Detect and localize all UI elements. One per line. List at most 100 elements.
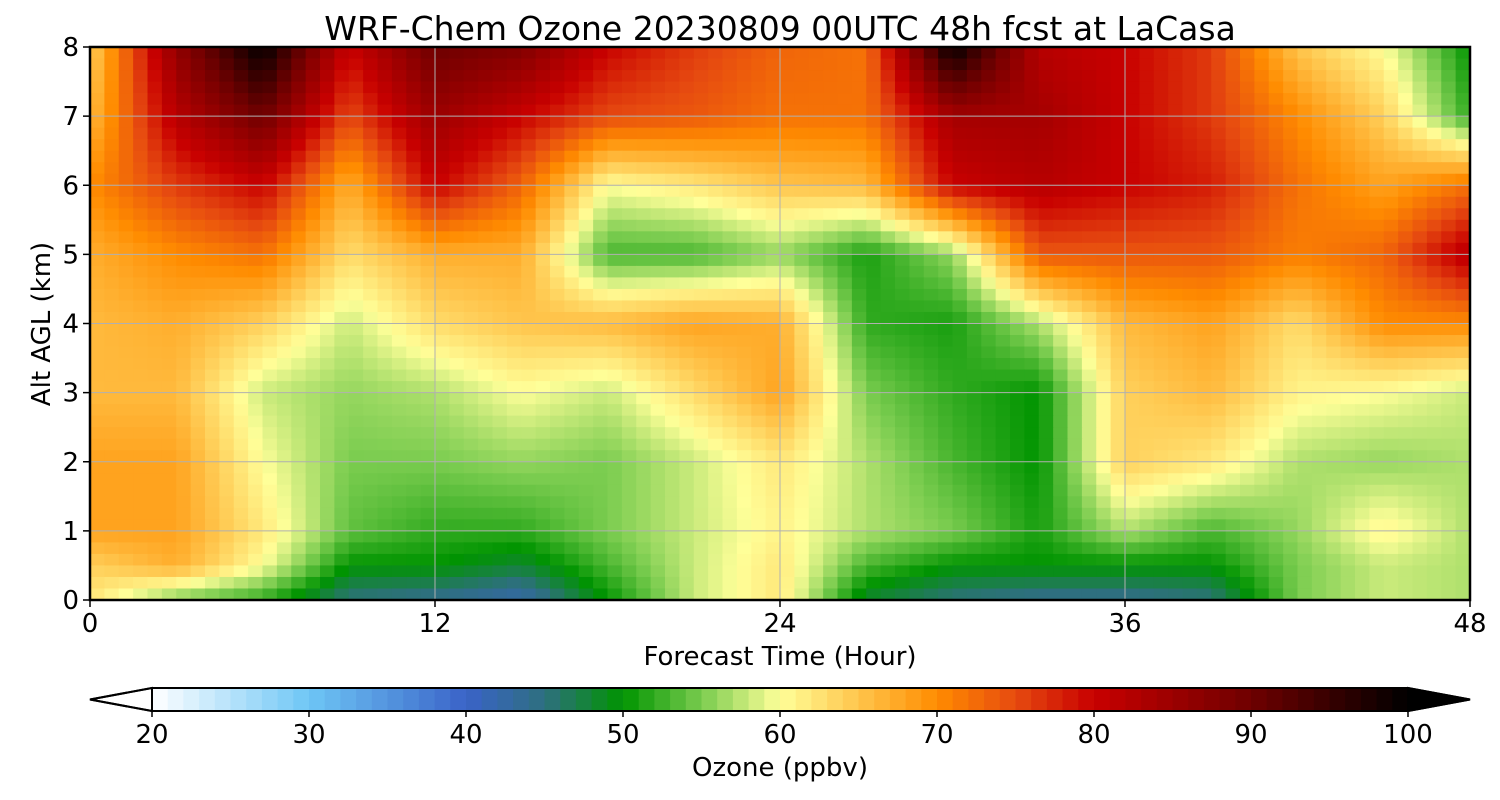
heatmap-cell	[1067, 242, 1083, 255]
heatmap-cell	[104, 93, 120, 106]
heatmap-cell	[851, 219, 867, 232]
heatmap-cell	[521, 47, 537, 60]
heatmap-cell	[1412, 70, 1428, 83]
heatmap-cell	[1153, 196, 1169, 209]
heatmap-cell	[808, 507, 824, 520]
heatmap-cell	[535, 127, 551, 140]
heatmap-cell	[765, 588, 781, 601]
heatmap-cell	[1355, 565, 1370, 578]
heatmap-cell	[449, 208, 465, 221]
heatmap-cell	[463, 173, 479, 186]
heatmap-cell	[1254, 438, 1270, 451]
heatmap-cell	[722, 450, 738, 463]
heatmap-cell	[406, 265, 422, 279]
heatmap-cell	[708, 162, 724, 175]
heatmap-cell	[1225, 254, 1241, 267]
heatmap-cell	[952, 530, 968, 543]
heatmap-cell	[1283, 484, 1299, 497]
heatmap-cell	[449, 219, 465, 232]
heatmap-cell	[593, 70, 609, 83]
heatmap-cell	[219, 162, 235, 175]
heatmap-cell	[679, 277, 695, 290]
heatmap-cell	[291, 219, 307, 232]
heatmap-cell	[435, 173, 450, 186]
heatmap-cell	[363, 185, 379, 198]
heatmap-cell	[1369, 265, 1385, 279]
heatmap-cell	[506, 150, 522, 163]
heatmap-cell	[377, 346, 393, 359]
heatmap-cell	[938, 369, 954, 382]
heatmap-cell	[578, 404, 594, 417]
heatmap-cell	[1297, 553, 1313, 567]
heatmap-cell	[1283, 553, 1299, 567]
heatmap-cell	[679, 47, 695, 60]
heatmap-cell	[133, 381, 149, 394]
heatmap-cell	[722, 300, 738, 313]
heatmap-cell	[391, 323, 407, 336]
heatmap-cell	[219, 438, 235, 451]
heatmap-cell	[420, 208, 436, 221]
heatmap-cell	[1067, 542, 1083, 555]
heatmap-cell	[1412, 438, 1428, 451]
heatmap-cell	[104, 427, 120, 440]
heatmap-cell	[593, 254, 609, 267]
heatmap-cell	[679, 219, 695, 232]
heatmap-cell	[765, 438, 781, 451]
heatmap-cell	[607, 93, 623, 106]
heatmap-cell	[363, 162, 379, 175]
heatmap-cell	[190, 588, 206, 601]
heatmap-cell	[780, 231, 795, 244]
heatmap-cell	[1441, 588, 1457, 601]
heatmap-cell	[550, 496, 565, 509]
heatmap-cell	[1297, 196, 1313, 209]
heatmap-cell	[808, 150, 824, 163]
heatmap-cell	[262, 254, 278, 267]
heatmap-cell	[478, 323, 494, 336]
heatmap-cell	[1196, 565, 1212, 578]
heatmap-cell	[1412, 47, 1428, 60]
heatmap-cell	[478, 116, 494, 129]
heatmap-cell	[1455, 127, 1471, 140]
heatmap-cell	[1426, 242, 1442, 255]
heatmap-cell	[837, 507, 853, 520]
colorbar-segment	[591, 688, 608, 711]
heatmap-cell	[1441, 93, 1457, 106]
heatmap-cell	[435, 404, 450, 417]
heatmap-cell	[621, 47, 637, 60]
heatmap-cell	[866, 139, 882, 152]
heatmap-cell	[161, 150, 177, 163]
heatmap-cell	[435, 576, 450, 590]
heatmap-cell	[952, 173, 968, 186]
heatmap-cell	[751, 300, 767, 313]
heatmap-cell	[1139, 415, 1155, 428]
heatmap-cell	[1096, 254, 1112, 267]
heatmap-cell	[1383, 300, 1399, 313]
heatmap-cell	[133, 507, 149, 520]
heatmap-cell	[1455, 93, 1471, 106]
heatmap-cell	[478, 70, 494, 83]
heatmap-cell	[722, 150, 738, 163]
heatmap-cell	[1426, 116, 1442, 129]
heatmap-cell	[564, 381, 580, 394]
heatmap-cell	[1369, 565, 1385, 578]
heatmap-cell	[1110, 47, 1126, 60]
heatmap-cell	[1139, 369, 1155, 382]
heatmap-cell	[492, 346, 508, 359]
heatmap-cell	[1426, 576, 1442, 590]
heatmap-cell	[1426, 346, 1442, 359]
heatmap-cell	[578, 335, 594, 348]
heatmap-cell	[492, 588, 508, 601]
heatmap-cell	[880, 93, 896, 106]
heatmap-cell	[794, 70, 810, 83]
heatmap-cell	[334, 93, 350, 106]
heatmap-cell	[406, 542, 422, 555]
heatmap-cell	[708, 70, 724, 83]
heatmap-cell	[1441, 530, 1457, 543]
heatmap-cell	[722, 496, 738, 509]
heatmap-cell	[1024, 104, 1040, 117]
heatmap-cell	[391, 173, 407, 186]
heatmap-cell	[708, 288, 724, 302]
heatmap-cell	[1369, 288, 1385, 302]
heatmap-cell	[391, 565, 407, 578]
heatmap-cell	[233, 530, 249, 543]
